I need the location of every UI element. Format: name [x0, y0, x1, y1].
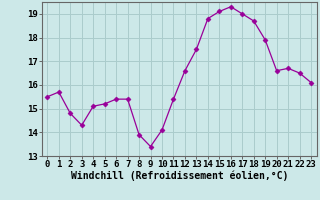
X-axis label: Windchill (Refroidissement éolien,°C): Windchill (Refroidissement éolien,°C)	[70, 171, 288, 181]
